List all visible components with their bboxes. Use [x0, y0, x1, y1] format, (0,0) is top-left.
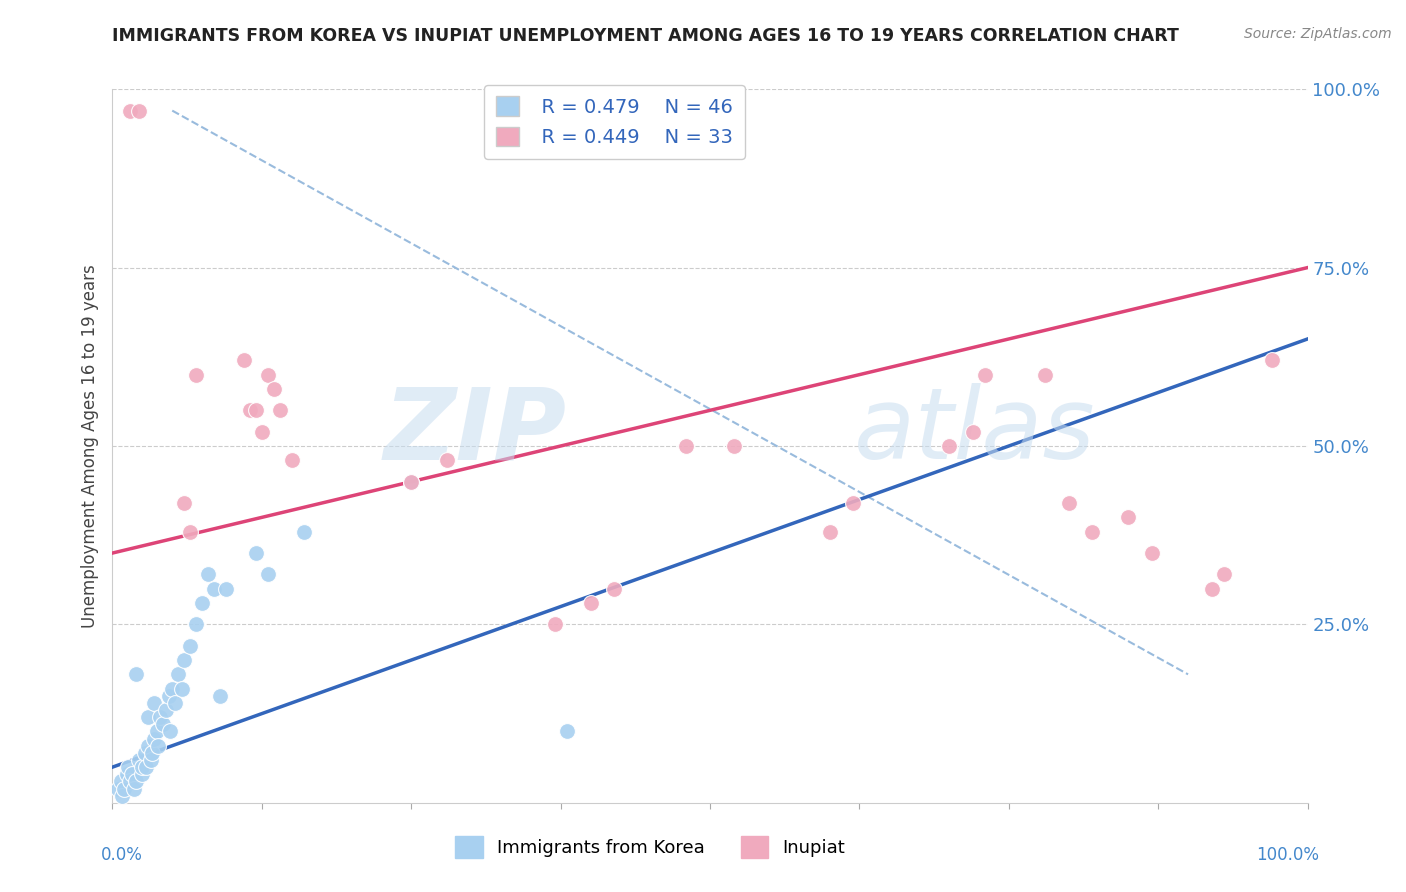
Point	[603, 582, 626, 596]
Text: Source: ZipAtlas.com: Source: ZipAtlas.com	[1244, 27, 1392, 41]
Point	[134, 746, 156, 760]
Point	[167, 667, 190, 681]
Point	[125, 774, 148, 789]
Point	[233, 353, 256, 368]
Point	[555, 724, 578, 739]
Point	[579, 596, 602, 610]
Point	[128, 753, 150, 767]
Text: 100.0%: 100.0%	[1257, 846, 1320, 863]
Point	[263, 382, 285, 396]
Point	[120, 103, 142, 118]
Point	[723, 439, 745, 453]
Point	[675, 439, 697, 453]
Point	[239, 403, 262, 417]
Point	[162, 681, 183, 696]
Point	[110, 774, 132, 789]
Text: atlas: atlas	[853, 384, 1095, 480]
Point	[436, 453, 458, 467]
Point	[202, 582, 225, 596]
Point	[125, 667, 148, 681]
Point	[143, 731, 166, 746]
Point	[155, 703, 177, 717]
Point	[138, 710, 160, 724]
Point	[186, 617, 208, 632]
Point	[135, 760, 157, 774]
Point	[1057, 496, 1080, 510]
Point	[179, 524, 201, 539]
Point	[141, 746, 163, 760]
Point	[245, 546, 267, 560]
Point	[121, 767, 143, 781]
Point	[281, 453, 304, 467]
Point	[111, 789, 134, 803]
Point	[120, 774, 142, 789]
Point	[292, 524, 315, 539]
Point	[128, 103, 150, 118]
Point	[117, 760, 139, 774]
Point	[157, 689, 180, 703]
Point	[962, 425, 984, 439]
Point	[191, 596, 214, 610]
Point	[146, 739, 169, 753]
Point	[250, 425, 273, 439]
Point	[131, 767, 153, 781]
Text: ZIP: ZIP	[384, 384, 567, 480]
Point	[179, 639, 201, 653]
Point	[114, 781, 135, 796]
Point	[842, 496, 865, 510]
Point	[152, 717, 174, 731]
Point	[1261, 353, 1284, 368]
Point	[1201, 582, 1223, 596]
Point	[401, 475, 423, 489]
Point	[257, 567, 280, 582]
Point	[173, 496, 195, 510]
Point	[149, 710, 172, 724]
Point	[143, 696, 166, 710]
Point	[245, 403, 267, 417]
Point	[1081, 524, 1104, 539]
Point	[215, 582, 238, 596]
Point	[122, 781, 145, 796]
Point	[543, 617, 565, 632]
Point	[159, 724, 181, 739]
Point	[145, 724, 167, 739]
Point	[138, 739, 160, 753]
Point	[1033, 368, 1056, 382]
Point	[163, 696, 186, 710]
Point	[197, 567, 219, 582]
Point	[401, 475, 423, 489]
Y-axis label: Unemployment Among Ages 16 to 19 years: Unemployment Among Ages 16 to 19 years	[80, 264, 98, 628]
Text: 0.0%: 0.0%	[101, 846, 142, 863]
Point	[269, 403, 291, 417]
Point	[1213, 567, 1236, 582]
Point	[1118, 510, 1140, 524]
Point	[974, 368, 997, 382]
Point	[173, 653, 195, 667]
Point	[170, 681, 193, 696]
Point	[257, 368, 280, 382]
Point	[186, 368, 208, 382]
Point	[1142, 546, 1164, 560]
Point	[938, 439, 960, 453]
Point	[139, 753, 162, 767]
Text: IMMIGRANTS FROM KOREA VS INUPIAT UNEMPLOYMENT AMONG AGES 16 TO 19 YEARS CORRELAT: IMMIGRANTS FROM KOREA VS INUPIAT UNEMPLO…	[112, 27, 1180, 45]
Point	[107, 781, 129, 796]
Point	[131, 760, 153, 774]
Legend:   R = 0.479    N = 46,   R = 0.449    N = 33: R = 0.479 N = 46, R = 0.449 N = 33	[484, 85, 745, 159]
Point	[115, 767, 138, 781]
Point	[818, 524, 841, 539]
Point	[209, 689, 232, 703]
